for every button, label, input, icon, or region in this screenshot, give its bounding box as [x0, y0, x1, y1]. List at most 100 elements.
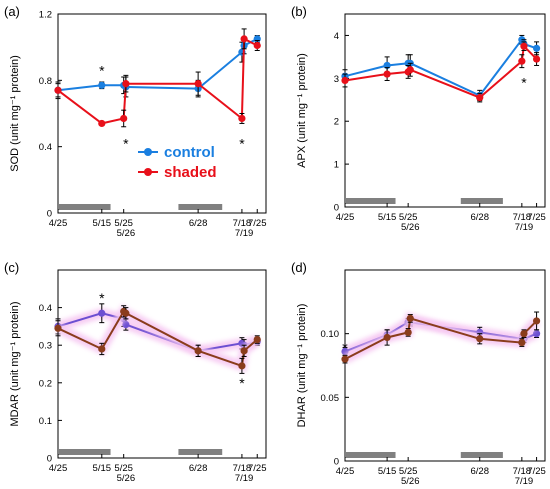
x-tick-label: 7/19 — [515, 222, 534, 233]
significance-star: * — [239, 135, 245, 151]
x-tick-label: 7/25 — [527, 466, 546, 477]
data-point — [238, 114, 246, 123]
series-line — [344, 37, 537, 97]
x-tick-label: 7/18 — [233, 463, 252, 474]
y-tick-label: 0.05 — [321, 393, 340, 404]
season-bar — [345, 198, 396, 204]
season-bar — [58, 204, 111, 210]
chart-panel: (d) DHAR (unit mg⁻¹ protein) 0 0.05 0.10 4/25… — [291, 260, 546, 487]
y-tick-label: 0.10 — [321, 329, 340, 340]
data-point — [341, 76, 349, 85]
y-tick-label: 0.2 — [39, 378, 52, 389]
data-point — [518, 338, 526, 347]
data-point — [240, 35, 248, 43]
season-bar — [178, 449, 223, 455]
y-tick-label: 0.8 — [39, 76, 52, 87]
y-tick-label: 3 — [334, 74, 339, 85]
legend: control shaded — [138, 144, 217, 181]
x-tick-label: 5/26 — [401, 222, 420, 233]
x-tick-label: 5/15 — [93, 463, 112, 474]
x-tick-label: 5/26 — [117, 228, 136, 239]
data-point — [98, 119, 106, 128]
x-tick-label: 6/28 — [189, 463, 208, 474]
series-line — [57, 37, 258, 125]
data-point — [194, 347, 202, 355]
y-tick-label: 0.3 — [39, 341, 52, 352]
x-tick-label: 5/26 — [401, 476, 420, 487]
data-point — [122, 320, 130, 329]
season-bar — [345, 452, 396, 458]
y-axis-label: APX (unit mg⁻¹ protein) — [296, 53, 308, 168]
plot-frame — [344, 269, 546, 462]
series-line — [57, 38, 258, 92]
data-point — [98, 81, 106, 89]
x-tick-label: 7/18 — [233, 218, 252, 229]
series-line — [344, 44, 538, 99]
panel-label: (c) — [4, 260, 19, 275]
series-glow — [342, 311, 541, 364]
x-tick-label: 6/28 — [470, 466, 489, 477]
y-axis-label: DHAR (unit mg⁻¹ protein) — [296, 304, 308, 428]
data-point — [120, 114, 128, 123]
x-tick-label: 6/28 — [189, 218, 208, 229]
significance-star: * — [342, 340, 348, 356]
data-point — [240, 347, 248, 355]
chart-panel: (c) MDAR (unit mg⁻¹ protein) 0 0.1 0.2 0.3 0.4… — [4, 260, 267, 484]
x-tick-label: 6/28 — [470, 212, 489, 223]
y-axis-label: MDAR (unit mg⁻¹ protein) — [9, 301, 21, 426]
data-point — [54, 86, 62, 94]
data-point — [532, 317, 541, 325]
y-tick-label: 4 — [334, 31, 339, 42]
data-point — [253, 335, 261, 344]
data-point — [476, 335, 484, 343]
x-tick-label: 4/25 — [336, 466, 355, 477]
significance-star: * — [239, 375, 245, 391]
y-tick-label: 0.1 — [39, 416, 52, 427]
data-point — [404, 328, 412, 336]
x-tick-label: 5/25 — [114, 463, 133, 474]
data-point — [122, 80, 130, 88]
significance-star: * — [123, 135, 129, 151]
data-point — [253, 41, 261, 50]
legend-label: shaded — [164, 164, 217, 181]
x-tick-label: 5/25 — [399, 466, 418, 477]
x-tick-label: 7/25 — [248, 218, 267, 229]
plot-frame — [57, 269, 267, 459]
x-tick-label: 5/25 — [399, 212, 418, 223]
legend-swatch-marker — [144, 168, 152, 176]
x-tick-label: 5/25 — [114, 218, 133, 229]
x-tick-label: 4/25 — [49, 463, 68, 474]
data-point — [383, 70, 391, 78]
y-tick-label: 1.2 — [39, 10, 52, 21]
x-tick-label: 7/25 — [527, 212, 546, 223]
x-tick-label: 7/19 — [235, 228, 254, 239]
data-point — [476, 94, 484, 102]
x-tick-label: 4/25 — [49, 218, 68, 229]
plot-frame — [344, 13, 546, 208]
data-point — [54, 324, 62, 332]
x-tick-label: 7/25 — [248, 463, 267, 474]
season-bar — [460, 452, 503, 458]
x-tick-label: 5/15 — [378, 466, 397, 477]
data-point — [532, 330, 541, 338]
y-tick-label: 0 — [334, 457, 339, 468]
season-bar — [178, 204, 223, 210]
significance-star: * — [99, 290, 105, 306]
chart-panel: (a) SOD (unit mg⁻¹ protein) 0 0.4 0.8 1.2 4/25… — [4, 4, 267, 239]
legend-swatch-marker — [144, 148, 152, 156]
data-point — [406, 314, 414, 322]
data-point — [98, 309, 106, 317]
x-tick-label: 4/25 — [336, 212, 355, 223]
data-point — [98, 345, 106, 353]
significance-star: * — [521, 75, 527, 91]
panel-label: (b) — [291, 4, 307, 19]
x-tick-label: 7/18 — [513, 466, 532, 477]
x-tick-label: 5/26 — [117, 473, 136, 484]
y-tick-label: 0 — [47, 209, 52, 220]
x-tick-label: 7/19 — [515, 476, 534, 487]
significance-star: * — [99, 62, 105, 78]
data-point — [520, 42, 528, 50]
y-tick-label: 2 — [334, 117, 339, 128]
